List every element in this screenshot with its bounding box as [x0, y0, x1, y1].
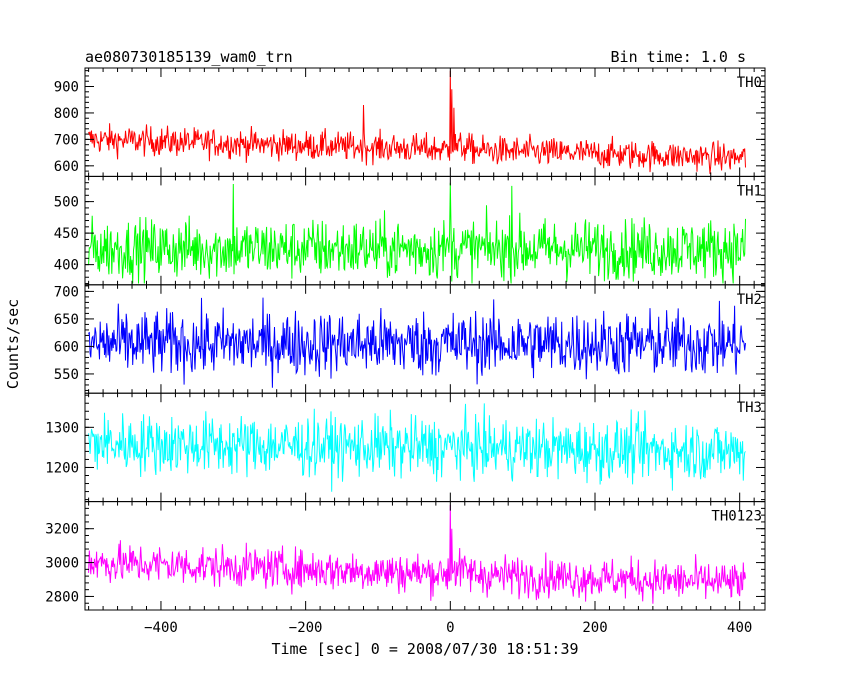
y-tick-label: 550 [54, 367, 79, 383]
y-tick-label: 600 [54, 159, 79, 175]
panel-frame [84, 175, 766, 286]
y-tick-label: 400 [54, 258, 79, 274]
y-tick-label: 500 [54, 195, 79, 211]
y-tick-label: 450 [54, 226, 79, 242]
x-tick-label: 400 [727, 620, 752, 636]
x-tick-label: −400 [144, 620, 178, 636]
panels-layer: 600 700 800 900 TH0 400 450 500 TH1 550 600 650 700 T… [45, 67, 766, 636]
y-tick-label: 2800 [45, 589, 79, 605]
y-tick-label: 3200 [45, 522, 79, 538]
panel-th2: 550 600 650 700 TH2 [54, 284, 766, 394]
chart-title: ae080730185139_wam0_trn [85, 48, 293, 66]
y-tick-label: 1200 [45, 460, 79, 476]
y-tick-label: 600 [54, 339, 79, 355]
panel-th0123: 2800 3000 3200 TH0123 [45, 501, 766, 611]
panel-th1: 400 450 500 TH1 [54, 175, 766, 286]
y-tick-label: 800 [54, 106, 79, 122]
x-axis-label: Time [sec] 0 = 2008/07/30 18:51:39 [271, 640, 578, 658]
x-tick-label: 200 [582, 620, 607, 636]
series-line-th3 [88, 403, 746, 492]
series-line-th2 [88, 297, 746, 388]
panel-label-th0123: TH0123 [711, 509, 762, 525]
y-tick-label: 1300 [45, 420, 79, 436]
y-tick-label: 700 [54, 284, 79, 300]
panel-label-th0: TH0 [737, 75, 762, 91]
y-axis-label: Counts/sec [4, 299, 22, 389]
bin-time-label: Bin time: 1.0 s [611, 48, 746, 66]
series-line-th1 [88, 182, 746, 284]
y-tick-label: 700 [54, 132, 79, 148]
y-tick-label: 900 [54, 80, 79, 96]
panel-label-th2: TH2 [737, 292, 762, 308]
panel-label-th1: TH1 [737, 183, 762, 199]
x-tick-label: 0 [446, 620, 454, 636]
y-tick-label: 650 [54, 312, 79, 328]
series-line-th0 [88, 70, 746, 174]
panel-label-th3: TH3 [737, 400, 762, 416]
panel-th0: 600 700 800 900 TH0 [54, 67, 766, 177]
y-tick-label: 3000 [45, 556, 79, 572]
panel-th3: 1200 1300 TH3 [45, 392, 766, 503]
series-line-th0123 [88, 504, 746, 604]
x-tick-label: −200 [289, 620, 323, 636]
